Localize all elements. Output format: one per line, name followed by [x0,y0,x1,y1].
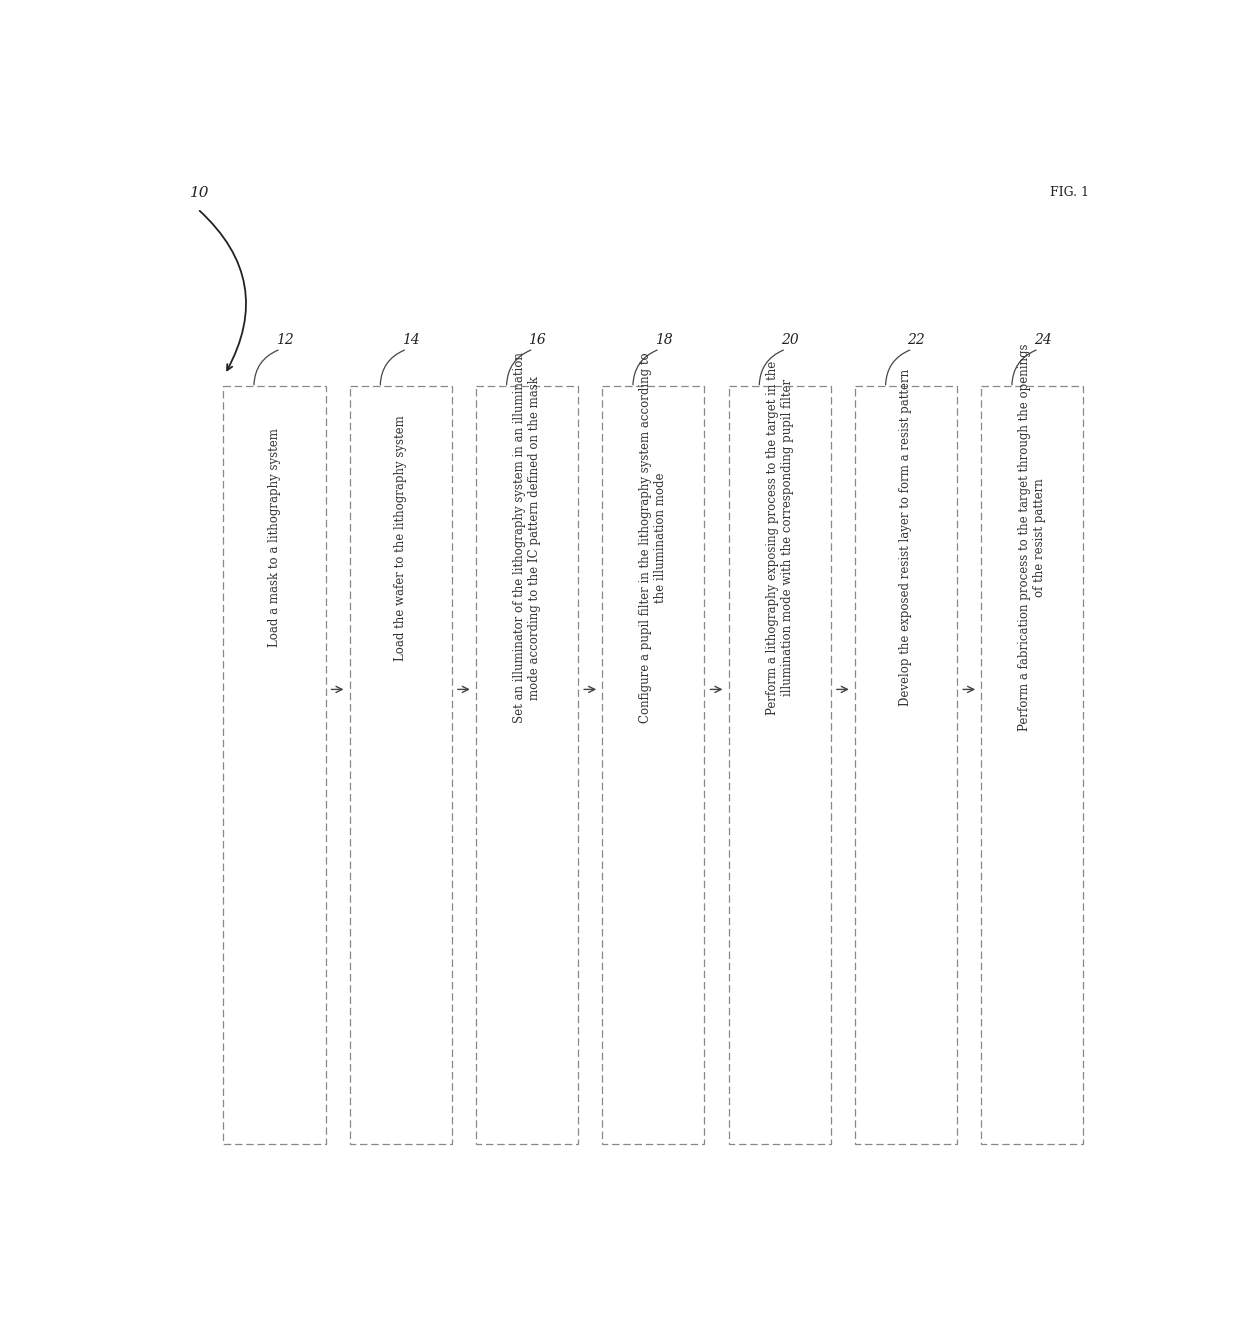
Bar [729,387,831,1144]
Bar [223,387,325,1144]
Text: Configure a pupil filter in the lithography system according to
the illumination: Configure a pupil filter in the lithogra… [640,352,667,723]
Text: 24: 24 [1034,332,1052,347]
Text: 10: 10 [190,185,210,200]
Text: Perform a fabrication process to the target through the openings
of the resist p: Perform a fabrication process to the tar… [1018,344,1047,731]
FancyArrowPatch shape [200,211,246,371]
FancyArrowPatch shape [885,350,910,385]
Text: Load a mask to a lithography system: Load a mask to a lithography system [268,428,280,647]
Bar [981,387,1084,1144]
Text: 16: 16 [528,332,546,347]
Text: 12: 12 [275,332,294,347]
FancyArrowPatch shape [584,686,595,692]
Text: 14: 14 [402,332,420,347]
Bar [854,387,957,1144]
FancyArrowPatch shape [254,350,278,385]
FancyArrowPatch shape [711,686,722,692]
FancyArrowPatch shape [458,686,469,692]
FancyArrowPatch shape [759,350,784,385]
Bar [603,387,704,1144]
Text: 20: 20 [781,332,799,347]
FancyArrowPatch shape [837,686,847,692]
Text: FIG. 1: FIG. 1 [1050,185,1089,199]
FancyArrowPatch shape [1012,350,1037,385]
FancyArrowPatch shape [507,350,531,385]
FancyArrowPatch shape [963,686,973,692]
Text: Set an illuminator of the lithography system in an illumination
mode according t: Set an illuminator of the lithography sy… [513,352,541,723]
Text: 22: 22 [908,332,925,347]
Text: 18: 18 [655,332,672,347]
FancyArrowPatch shape [632,350,657,385]
FancyArrowPatch shape [381,350,404,385]
Text: Load the wafer to the lithography system: Load the wafer to the lithography system [394,414,407,661]
Bar [476,387,578,1144]
Text: Develop the exposed resist layer to form a resist pattern: Develop the exposed resist layer to form… [899,369,913,706]
FancyArrowPatch shape [331,686,342,692]
Text: Perform a lithography exposing process to the target in the
illumination mode wi: Perform a lithography exposing process t… [765,360,794,715]
Bar [350,387,451,1144]
